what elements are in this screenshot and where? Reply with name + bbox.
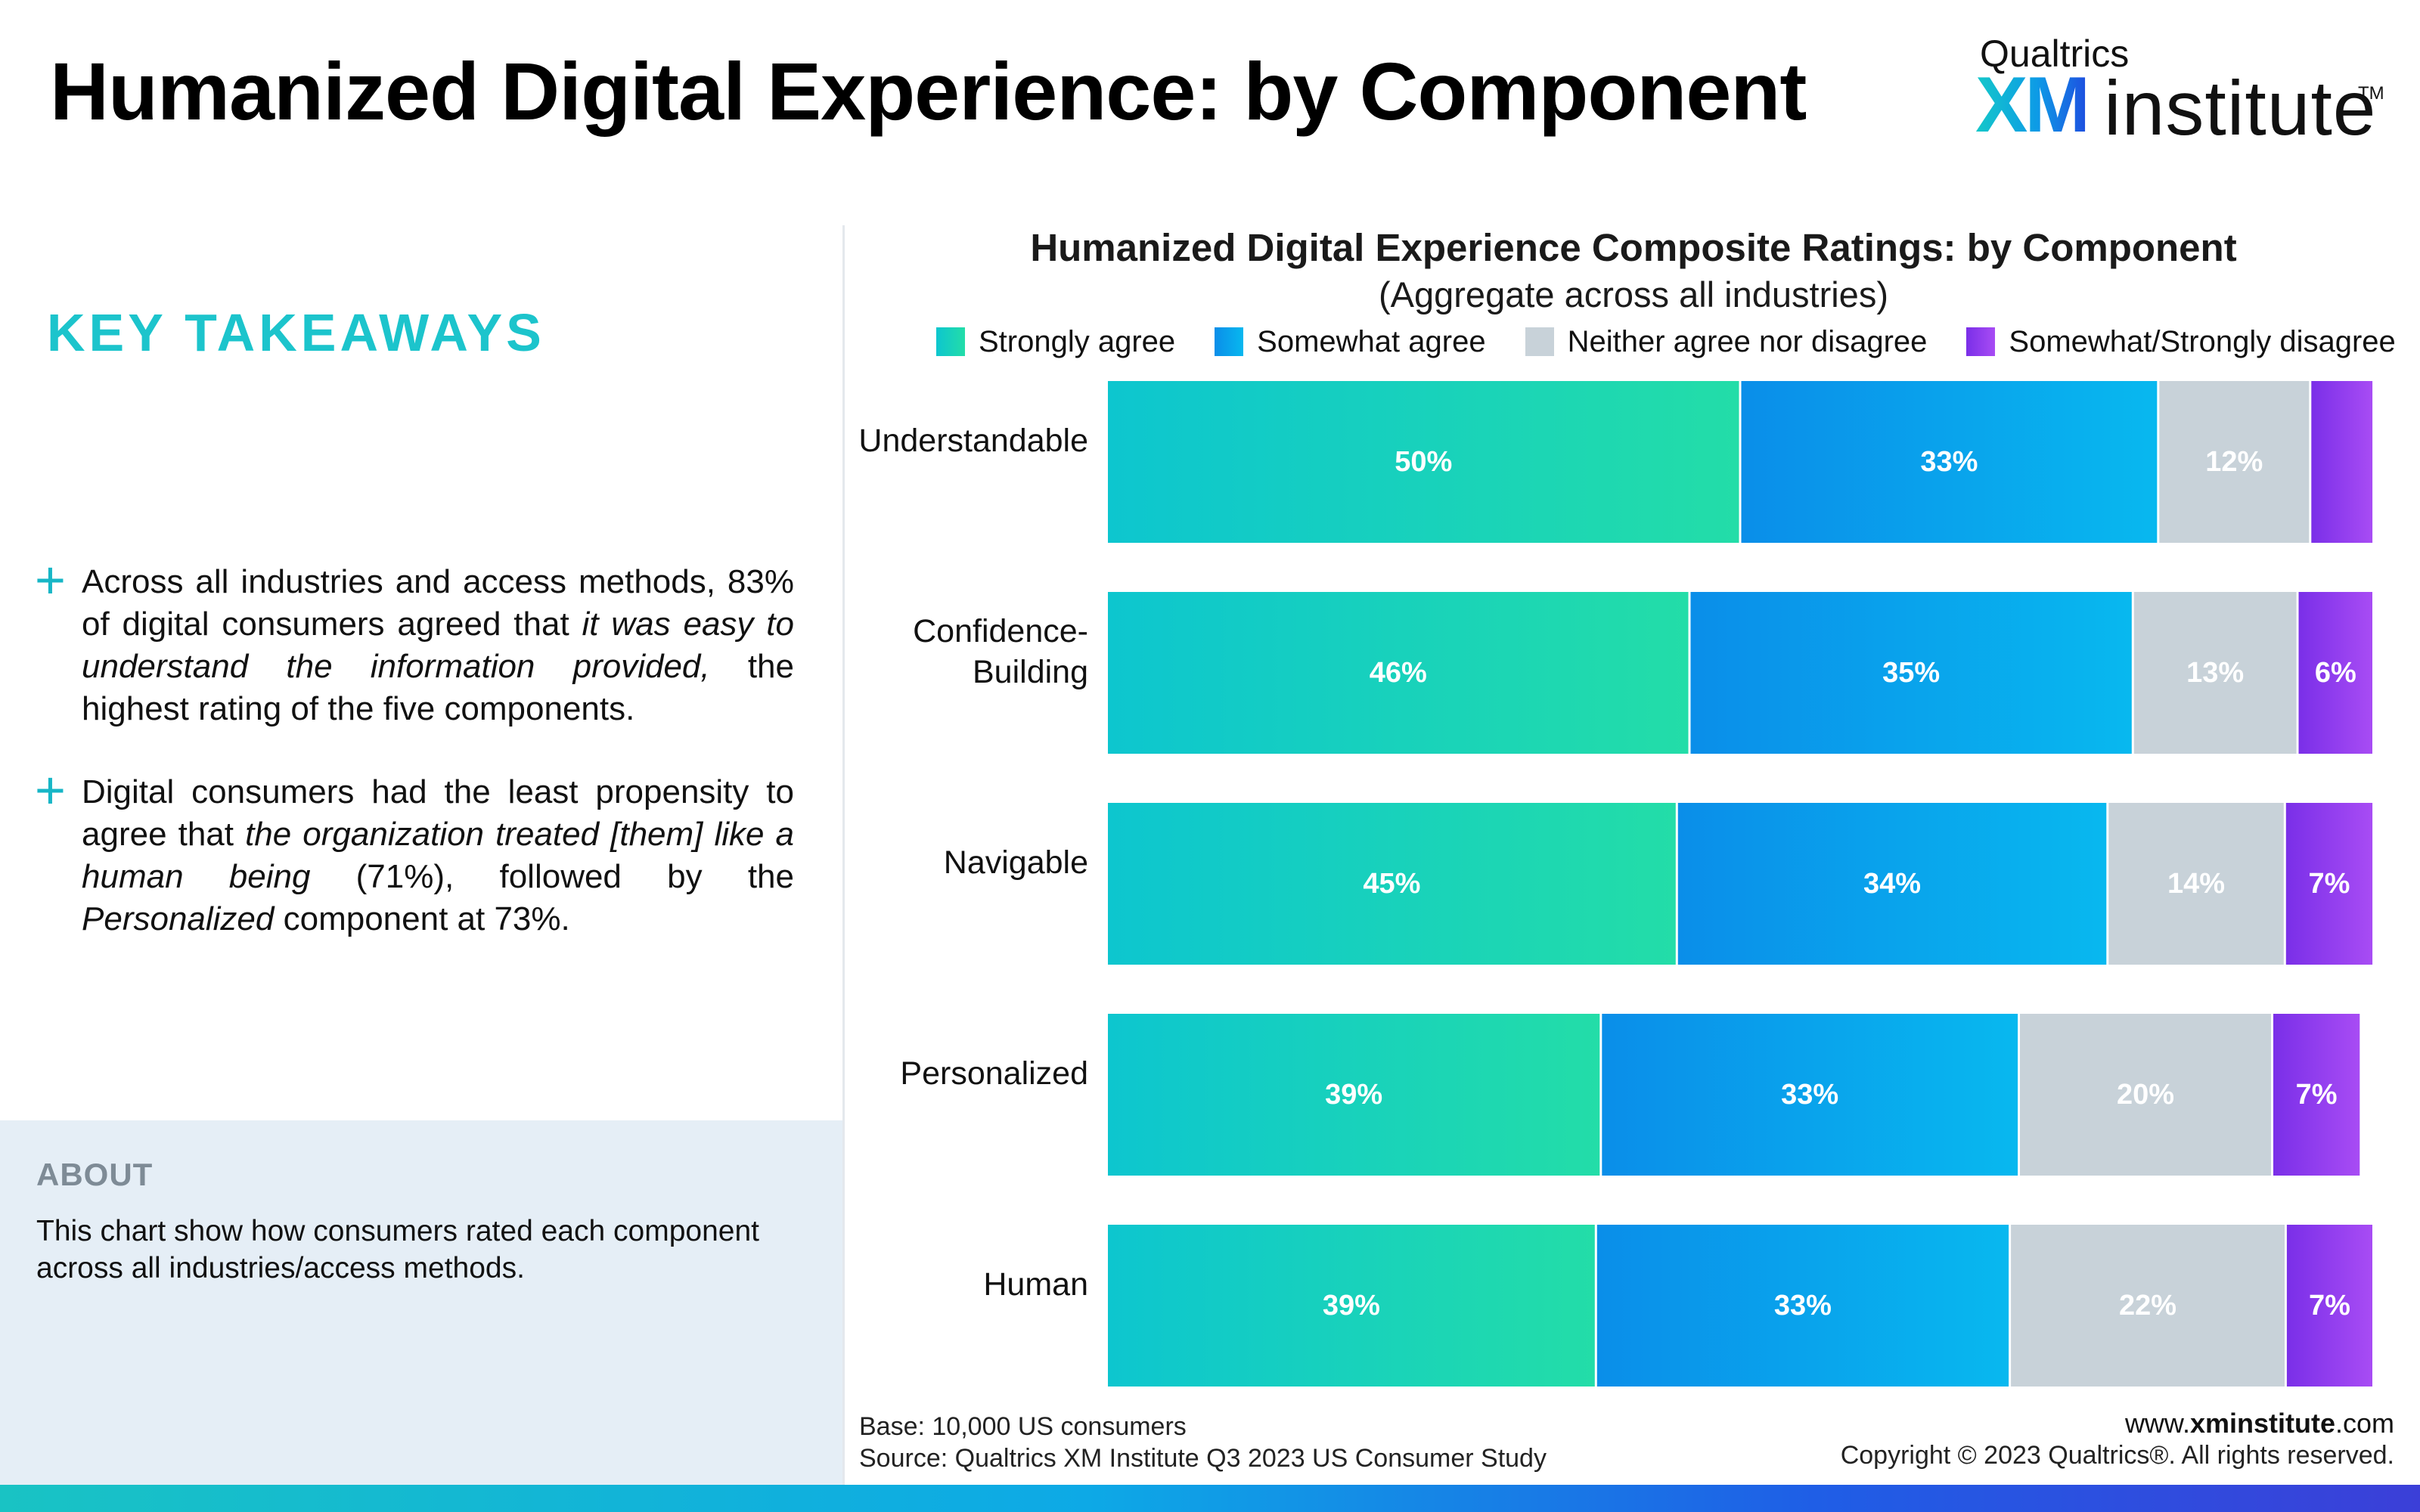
bar-data-label: 33%	[1920, 446, 1978, 478]
logo-institute: institute	[2104, 65, 2377, 151]
takeaway-item-1: + Across all industries and access metho…	[30, 553, 794, 730]
site-suffix: .com	[2335, 1408, 2394, 1439]
legend-swatch	[1215, 327, 1244, 356]
legend-item-4: Somewhat/Strongly disagree	[1966, 324, 2396, 359]
about-panel	[0, 1120, 842, 1485]
bar-segment	[1741, 381, 2158, 543]
bar-segment	[1108, 381, 1739, 543]
bar-segment	[1690, 592, 2132, 754]
legend-swatch	[936, 327, 965, 356]
bar-data-label: 13%	[2186, 657, 2244, 689]
bar-data-label: 7%	[2309, 1290, 2350, 1321]
bar-segment	[1108, 1014, 1600, 1176]
bar-data-label: 22%	[2119, 1290, 2176, 1321]
chart-legend: Strongly agree Somewhat agree Neither agre…	[936, 321, 2396, 363]
bar-data-label: 14%	[2167, 868, 2225, 900]
bar-segment	[2133, 592, 2297, 754]
takeaway-1-emphasis: it was easy to understand the informatio…	[82, 606, 794, 685]
bar-segment	[1677, 803, 2107, 965]
panel-divider	[842, 225, 845, 1485]
svg-text:XM: XM	[1975, 68, 2087, 144]
xm-institute-logo: Qualtrics XM institute TM	[1975, 30, 2384, 151]
category-label: Understandable	[858, 423, 1088, 459]
website-link[interactable]: www.xminstitute.com	[2125, 1408, 2394, 1439]
key-takeaways-heading: KEY TAKEAWAYS	[47, 303, 545, 362]
logo-brand: Qualtrics	[1980, 33, 2130, 75]
bar-segment	[1108, 803, 1676, 965]
takeaway-text-2: Digital consumers had the least propensi…	[82, 771, 794, 940]
plus-icon: +	[35, 761, 66, 820]
bar-segment	[2020, 1014, 2271, 1176]
category-label: Confidence-Building	[913, 613, 1088, 690]
bar-segment	[2286, 1225, 2372, 1387]
about-text: This chart show how consumers rated each…	[36, 1215, 759, 1284]
bar-data-label: 7%	[2296, 1079, 2338, 1111]
takeaway-2-part-1: Digital consumers had the least propensi…	[82, 773, 794, 853]
base-note: Base: 10,000 US consumers Source: Qualtri…	[859, 1411, 1547, 1474]
bar-data-label: 20%	[2117, 1079, 2174, 1111]
base-text: Base: 10,000 US consumers	[859, 1412, 1187, 1441]
bar-segment	[1108, 1225, 1595, 1387]
logo-xm-mark: XM	[1975, 68, 2090, 144]
takeaway-1-part-2: the highest rating of the five component…	[82, 648, 794, 727]
bar-data-label: 46%	[1370, 657, 1427, 689]
takeaway-2-part-3: component at 73%.	[274, 900, 570, 937]
legend-label: Somewhat agree	[1257, 324, 1486, 358]
legend-item-3: Neither agree nor disagree	[1525, 324, 1928, 359]
chart-title: Humanized Digital Experience Composite R…	[1030, 226, 2237, 269]
site-prefix: www.	[2124, 1408, 2190, 1439]
legend-swatch	[1966, 327, 1996, 356]
bar-segment	[1108, 592, 1689, 754]
bottom-gradient-band	[0, 1485, 2420, 1512]
takeaway-1-part-1: Across all industries and access methods…	[82, 563, 794, 643]
takeaway-2-emphasis: the organization treated [them] like a h…	[82, 816, 795, 895]
plus-icon: +	[35, 550, 66, 609]
legend-swatch	[1525, 327, 1554, 356]
bar-data-label: 7%	[2308, 868, 2350, 900]
site-name: xminstitute	[2189, 1408, 2335, 1439]
bar-data-label: 12%	[2205, 446, 2263, 478]
bar-segment	[1602, 1014, 2018, 1176]
bar-segment	[1596, 1225, 2009, 1387]
bar-data-label: 34%	[1863, 868, 1921, 900]
bar-segment	[2311, 381, 2373, 543]
legend-item-1: Strongly agree	[936, 325, 1175, 359]
bar-data-label: 33%	[1774, 1290, 1832, 1321]
takeaway-2-emphasis-2: Personalized	[82, 900, 275, 937]
chart-subtitle: (Aggregate across all industries)	[1379, 274, 1888, 314]
legend-label: Strongly agree	[979, 324, 1176, 358]
bar-data-label: 35%	[1882, 657, 1940, 689]
category-label: Personalized	[900, 1055, 1088, 1092]
bar-segment	[2298, 592, 2372, 754]
bar-segment	[2108, 803, 2284, 965]
source-text: Source: Qualtrics XM Institute Q3 2023 U…	[859, 1444, 1547, 1473]
bar-data-label: 39%	[1323, 1290, 1380, 1321]
legend-label: Somewhat/Strongly disagree	[2009, 324, 2396, 358]
takeaway-item-2: + Digital consumers had the least propen…	[30, 764, 794, 940]
takeaway-text-1: Across all industries and access methods…	[82, 561, 794, 730]
legend-label: Neither agree nor disagree	[1567, 324, 1928, 358]
bar-segment	[2011, 1225, 2285, 1387]
bar-data-label: 50%	[1395, 446, 1452, 478]
category-label: Human	[983, 1266, 1088, 1303]
about-heading: ABOUT	[36, 1157, 154, 1192]
stacked-bar-chart: 50% 33% 12% Understandable 46% 35% 13% 6% Confid…	[858, 381, 2373, 1387]
bar-segment	[2273, 1014, 2360, 1176]
bar-data-label: 6%	[2315, 657, 2356, 689]
takeaway-2-part-2: (71%), followed by the	[310, 858, 794, 895]
bar-segment	[2159, 381, 2310, 543]
bar-segment	[2285, 803, 2373, 965]
category-label: Navigable	[944, 844, 1088, 881]
bar-data-label: 39%	[1325, 1079, 1382, 1111]
page-title: Humanized Digital Experience: by Compone…	[50, 45, 1807, 137]
bar-data-label: 33%	[1781, 1079, 1838, 1111]
legend-item-2: Somewhat agree	[1215, 324, 1486, 359]
logo-trademark: TM	[2358, 83, 2384, 104]
bar-data-label: 45%	[1363, 868, 1420, 900]
copyright: Copyright © 2023 Qualtrics®. All rights …	[1840, 1441, 2394, 1470]
logo-xm: XM	[1975, 68, 2111, 144]
